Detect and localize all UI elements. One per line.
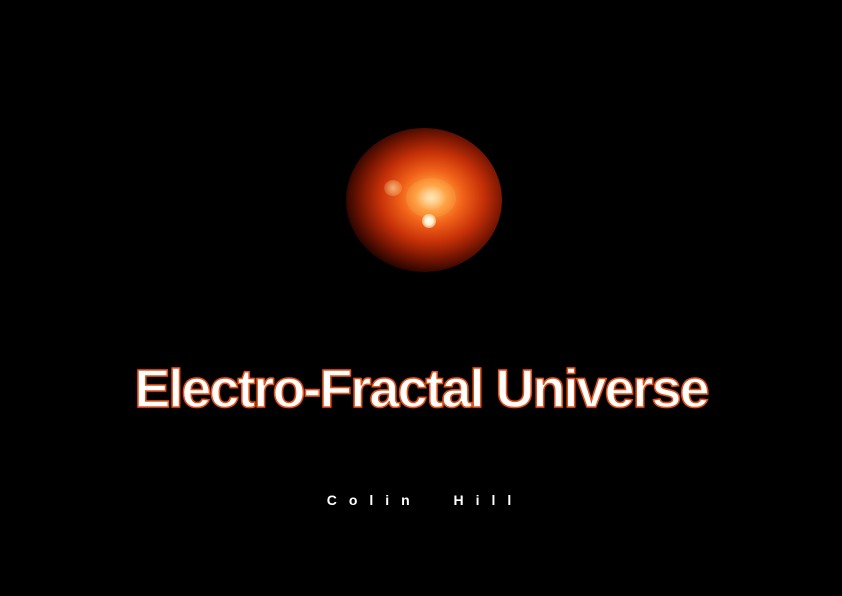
nebula-bright-spot — [384, 180, 402, 196]
cover-author: Colin Hill — [326, 492, 524, 508]
nebula-core — [422, 214, 436, 228]
nebula-image — [346, 128, 502, 272]
nebula-swirl — [406, 178, 456, 218]
cover-title: Electro-Fractal Universe — [134, 358, 711, 420]
